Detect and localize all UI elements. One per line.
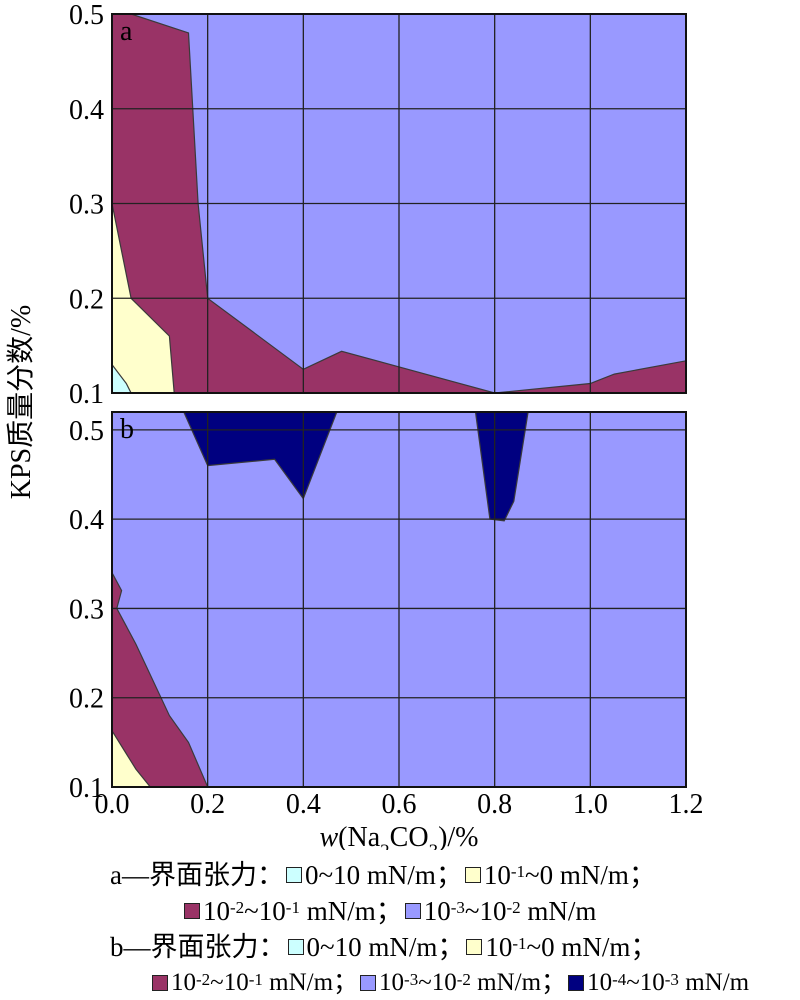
legend-prefix: b—界面张力： (110, 932, 286, 962)
legend-swatch (464, 867, 481, 883)
panel-label-a: a (120, 16, 133, 47)
region-b-1 (112, 572, 209, 787)
legend-label: 0~10 mN/m； (304, 860, 463, 890)
panel-frame-a (111, 13, 687, 394)
region-a-3 (112, 363, 132, 393)
x-tick-label: 0.2 (190, 789, 225, 820)
legend-swatch (152, 975, 168, 991)
y-tick-label: 0.1 (69, 773, 104, 804)
y-tick-label: 0.4 (69, 505, 104, 536)
x-tick-label: 0.6 (382, 789, 417, 820)
legend-swatch (285, 867, 302, 883)
legend-label: 10-1~0 mN/m； (485, 932, 658, 962)
legend-row-b1: b—界面张力： 0~10 mN/m； 10-1~0 mN/m； (110, 930, 657, 964)
x-axis-label: w(Na2CO3)/% (319, 822, 478, 850)
legend: a—界面张力： 0~10 mN/m； 10-1~0 mN/m； 10-2~10-1 … (0, 858, 800, 1000)
panel-label-b: b (120, 414, 134, 445)
region-b-2 (112, 729, 152, 787)
legend-item: 10-1~0 mN/m； (464, 930, 657, 964)
legend-swatch (184, 903, 200, 919)
y-tick-label: 0.2 (69, 284, 104, 315)
y-tick-label: 0.2 (69, 684, 104, 715)
legend-label: 10-3~10-2 mN/m (423, 896, 597, 926)
panel-a (112, 14, 686, 393)
legend-item: 10-2~10-1 mN/m； (150, 966, 358, 1000)
region-a-2 (112, 203, 175, 393)
legend-item: 10-3~10-2 mN/m； (358, 966, 566, 1000)
x-tick-label: 0.4 (286, 789, 321, 820)
x-tick-label: 0.0 (95, 789, 130, 820)
region-b-4 (474, 412, 529, 522)
legend-label: 10-1~0 mN/m； (483, 860, 656, 890)
legend-swatch (466, 939, 483, 955)
legend-swatch (360, 975, 377, 991)
y-tick-label: 0.5 (69, 416, 104, 447)
legend-prefix: a—界面张力： (110, 860, 284, 890)
panel-b (112, 412, 686, 787)
contour-chart: 0.1 0.2 0.3 0.4 0.5 a 0.1 0.2 0.3 0.4 0.5 b 0.0 0.2 0.… (5, 0, 704, 850)
y-tick-label: 0.4 (69, 95, 104, 126)
legend-label: 0~10 mN/m； (306, 932, 465, 962)
region-b-3 (183, 412, 338, 500)
legend-row-a1: a—界面张力： 0~10 mN/m； 10-1~0 mN/m； (110, 858, 656, 892)
legend-label: 10-2~10-1 mN/m； (171, 969, 359, 996)
y-tick-label: 0.3 (69, 594, 104, 625)
legend-item: 0~10 mN/m； (284, 858, 463, 892)
legend-row-b2: 10-2~10-1 mN/m； 10-3~10-2 mN/m； 10-4~10-3 … (150, 966, 749, 1000)
legend-item: 10-2~10-1 mN/m； (182, 894, 403, 928)
legend-item: 10-3~10-2 mN/m (403, 894, 597, 928)
x-tick-label: 1.0 (573, 789, 608, 820)
legend-label: 10-3~10-2 mN/m； (379, 969, 567, 996)
legend-swatch (287, 939, 304, 955)
legend-label: 10-4~10-3 mN/m (587, 969, 750, 996)
legend-label: 10-2~10-1 mN/m； (203, 896, 403, 926)
panel-frame-b (111, 411, 687, 788)
legend-item: 10-1~0 mN/m； (463, 858, 656, 892)
legend-row-a2: 10-2~10-1 mN/m； 10-3~10-2 mN/m (182, 894, 596, 928)
legend-swatch (568, 975, 585, 991)
y-tick-label: 0.3 (69, 190, 104, 221)
y-tick-label: 0.5 (69, 0, 104, 31)
legend-item: 0~10 mN/m； (286, 930, 465, 964)
legend-swatch (404, 903, 421, 919)
legend-item: 10-4~10-3 mN/m (566, 966, 749, 1000)
y-axis-label: KPS质量分数/% (5, 305, 37, 499)
x-tick-label: 1.2 (669, 789, 704, 820)
x-tick-label: 0.8 (477, 789, 512, 820)
y-tick-label: 0.1 (69, 379, 104, 410)
